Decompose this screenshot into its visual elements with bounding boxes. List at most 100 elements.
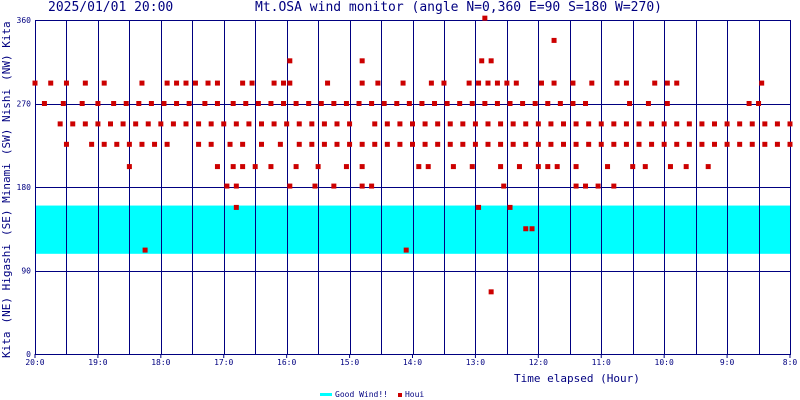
data-point: [343, 101, 349, 106]
data-point: [152, 141, 158, 147]
good-wind-band-layer: [35, 205, 790, 254]
data-point: [485, 80, 491, 86]
data-point: [501, 183, 507, 189]
data-point: [472, 121, 478, 127]
data-point: [359, 183, 365, 189]
data-point: [623, 141, 629, 147]
data-point: [749, 141, 755, 147]
data-point: [214, 164, 220, 170]
data-point: [120, 121, 126, 127]
data-point: [583, 183, 589, 189]
data-point: [230, 101, 236, 106]
data-point: [70, 121, 76, 127]
data-point: [306, 101, 312, 106]
data-point: [281, 80, 287, 86]
y-axis-label-ne: (NE) Higashi: [0, 244, 13, 324]
data-point: [642, 164, 648, 170]
data-point: [114, 141, 120, 147]
data-point: [561, 121, 566, 127]
data-point: [686, 141, 692, 147]
x-tick-label: 16:0: [277, 358, 296, 367]
data-point: [762, 141, 768, 147]
data-point: [259, 121, 264, 127]
data-point: [318, 101, 324, 106]
data-point: [233, 183, 239, 189]
data-point: [636, 121, 642, 127]
data-point: [482, 101, 488, 106]
y-tick-label: 0: [26, 350, 31, 359]
data-point: [230, 164, 236, 170]
data-point: [598, 141, 604, 147]
data-point: [749, 121, 755, 127]
data-point: [636, 141, 642, 147]
data-point: [435, 121, 441, 127]
data-point: [101, 141, 107, 147]
y-axis-label-sw: (SW) Nishi: [0, 88, 13, 156]
data-point: [334, 141, 340, 147]
data-point: [611, 183, 617, 189]
data-point: [249, 80, 255, 86]
data-point: [507, 204, 513, 210]
data-point: [532, 101, 538, 106]
data-point: [268, 164, 274, 170]
data-point: [535, 141, 541, 147]
data-point: [359, 164, 365, 170]
data-point: [192, 80, 198, 86]
data-point: [170, 121, 176, 127]
data-point: [325, 80, 331, 86]
data-point: [422, 141, 428, 147]
data-point: [347, 141, 353, 147]
data-point: [645, 101, 651, 106]
data-point: [447, 121, 453, 127]
data-point: [513, 80, 519, 86]
data-point: [246, 121, 252, 127]
x-tick-label: 20:0: [25, 358, 44, 367]
data-point: [111, 101, 117, 106]
data-point: [759, 80, 765, 86]
data-point: [48, 80, 54, 86]
data-point: [488, 58, 494, 64]
data-point: [422, 121, 428, 127]
data-point: [309, 141, 315, 147]
data-point: [573, 183, 579, 189]
data-point: [712, 141, 717, 147]
data-point: [469, 164, 475, 170]
data-point: [240, 80, 246, 86]
data-point: [598, 121, 604, 127]
data-point: [183, 121, 189, 127]
x-tick-label: 12:0: [529, 358, 548, 367]
data-point: [510, 141, 516, 147]
data-point: [523, 141, 529, 147]
y-tick-label: 270: [17, 100, 32, 109]
data-point: [476, 80, 482, 86]
data-point: [145, 121, 151, 127]
data-point: [174, 101, 180, 106]
data-point: [573, 121, 579, 127]
x-tick-label: 17:0: [214, 358, 233, 367]
data-point: [164, 80, 170, 86]
data-point: [240, 141, 246, 147]
x-tick-label: 11:0: [592, 358, 611, 367]
data-point: [205, 80, 211, 86]
data-point: [312, 183, 318, 189]
data-point: [516, 164, 522, 170]
data-point: [57, 121, 63, 127]
x-tick-label: 18:0: [151, 358, 170, 367]
data-point: [498, 121, 504, 127]
data-point: [557, 101, 563, 106]
data-point: [158, 121, 164, 127]
y-axis-label-se: (SE) Minami: [0, 163, 13, 237]
legend-label-houi: Houi: [404, 390, 425, 399]
x-tick-label: 15:0: [340, 358, 359, 367]
x-tick-label: 8:0: [783, 358, 798, 367]
data-point: [623, 121, 629, 127]
data-point: [774, 121, 780, 127]
data-point: [196, 141, 202, 147]
data-point: [164, 141, 170, 147]
data-point: [699, 121, 705, 127]
data-point: [756, 101, 762, 106]
data-point: [296, 141, 302, 147]
data-point: [397, 141, 403, 147]
data-point: [196, 121, 202, 127]
data-point: [425, 164, 431, 170]
